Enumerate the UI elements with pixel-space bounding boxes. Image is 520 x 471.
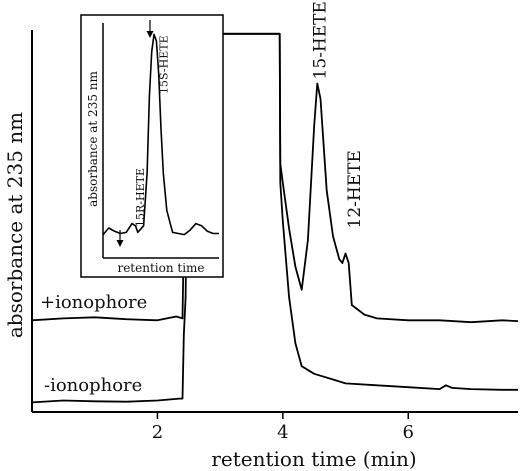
x-tick-label: 6 <box>403 422 414 443</box>
inset-chart: absorbance at 235 nm retention time 15R-… <box>80 14 224 278</box>
series-label-plus-ionophore: +ionophore <box>40 292 147 313</box>
inset-peak-annotation: 15S-HETE <box>158 35 171 94</box>
series-line-minus-ionophore <box>31 32 518 404</box>
main-x-axis-label: retention time (min) <box>211 447 416 471</box>
main-chart: 2 4 6 absorbance at 235 nm retention time … <box>3 1 519 471</box>
inset-annotations: 15R-HETE 15S-HETE <box>134 35 171 227</box>
main-annotations: 15-HETE 12-HETE <box>310 1 364 228</box>
x-tick-label: 2 <box>152 422 163 443</box>
inset-series-group <box>102 33 219 236</box>
main-x-ticks: 2 4 6 <box>152 412 414 443</box>
peak-annotation: 12-HETE <box>345 150 365 228</box>
series-label-minus-ionophore: -ionophore <box>44 375 142 396</box>
arrow-15s-icon <box>146 20 154 38</box>
inset-x-axis-label: retention time <box>117 261 204 275</box>
peak-annotation: 15-HETE <box>310 1 330 79</box>
main-y-axis-label: absorbance at 235 nm <box>3 112 27 338</box>
series-line-plus-ionophore <box>31 32 519 324</box>
inset-peak-annotation: 15R-HETE <box>134 168 147 227</box>
arrow-15r-icon <box>116 230 124 247</box>
inset-series-line <box>102 33 219 236</box>
inset-y-axis-label: absorbance at 235 nm <box>86 70 100 206</box>
main-series-group <box>31 32 519 404</box>
x-tick-label: 4 <box>277 422 288 443</box>
